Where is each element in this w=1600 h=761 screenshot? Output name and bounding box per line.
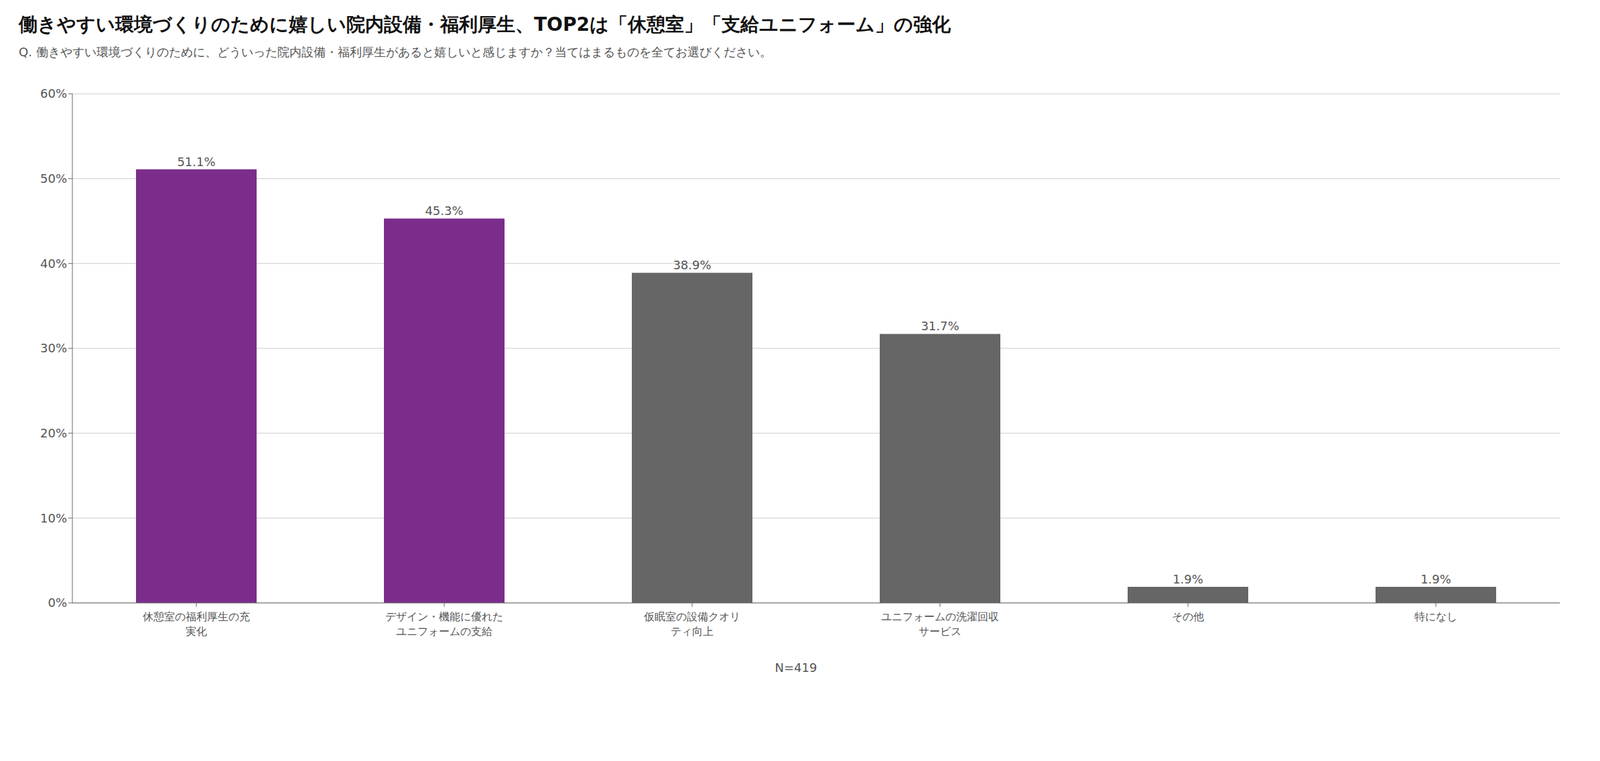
svg-text:51.1%: 51.1% bbox=[176, 154, 216, 169]
svg-text:特になし: 特になし bbox=[1414, 610, 1458, 624]
svg-text:20%: 20% bbox=[40, 426, 68, 441]
svg-text:0%: 0% bbox=[47, 595, 68, 610]
svg-text:休憩室の福利厚生の充実化: 休憩室の福利厚生の充実化 bbox=[142, 610, 250, 638]
svg-text:45.3%: 45.3% bbox=[424, 203, 463, 218]
svg-text:デザイン・機能に優れたユニフォームの支給: デザイン・機能に優れたユニフォームの支給 bbox=[385, 610, 504, 638]
svg-text:60%: 60% bbox=[40, 86, 68, 101]
svg-text:30%: 30% bbox=[40, 341, 68, 356]
html-text:N=419: N=419 bbox=[774, 660, 818, 675]
svg-text:10%: 10% bbox=[40, 511, 68, 526]
svg-text:38.9%: 38.9% bbox=[672, 257, 711, 273]
svg-text:ユニフォームの洗濯回収サービス: ユニフォームの洗濯回収サービス bbox=[881, 610, 999, 638]
html-text:働きやすい環境づくりのために嬉しい院内設備・福利厚生、TOP: 働きやすい環境づくりのために嬉しい院内設備・福利厚生、TOP2は「休憩室」「支給… bbox=[18, 13, 951, 36]
svg-text:31.7%: 31.7% bbox=[920, 318, 959, 333]
svg-text:1.9%: 1.9% bbox=[1420, 572, 1452, 587]
html-text:Q. 働きやすい環境づくりのために、どういった院内設備・福利: Q. 働きやすい環境づくりのために、どういった院内設備・福利厚生があると嬉しいと… bbox=[18, 44, 772, 59]
svg-text:その他: その他 bbox=[1171, 610, 1205, 624]
svg-text:40%: 40% bbox=[40, 256, 68, 271]
svg-text:仮眠室の設備クオリティ向上: 仮眠室の設備クオリティ向上 bbox=[643, 610, 741, 638]
svg-text:50%: 50% bbox=[40, 171, 68, 186]
svg-text:1.9%: 1.9% bbox=[1172, 572, 1204, 587]
